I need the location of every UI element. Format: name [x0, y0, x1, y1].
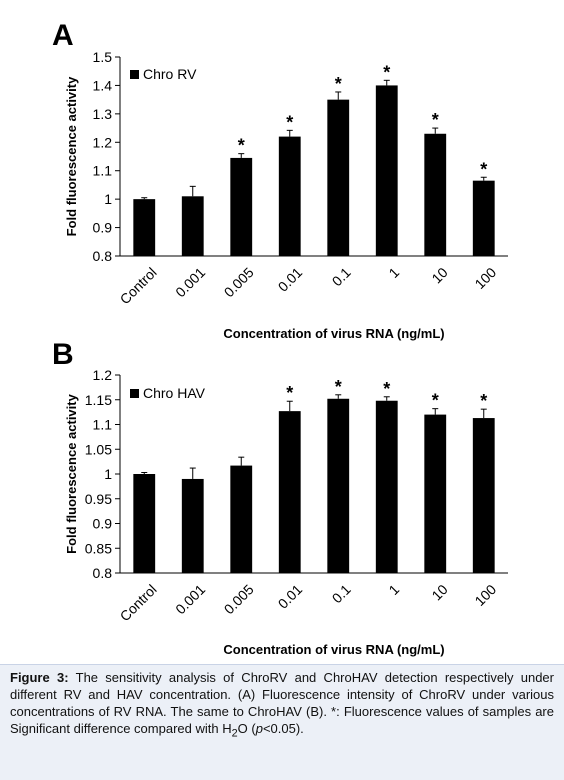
x-tick-label: 10: [428, 264, 450, 286]
x-tick-label: Control: [116, 264, 159, 307]
significance-star: *: [286, 383, 293, 403]
y-tick-label: 1.05: [85, 441, 112, 457]
y-tick-label: 1.3: [93, 106, 113, 122]
y-tick-label: 0.95: [85, 491, 112, 507]
caption-text-2: O (: [237, 721, 256, 736]
bar: [230, 465, 253, 573]
bar: [472, 418, 495, 573]
y-tick-label: 0.9: [93, 220, 113, 236]
bar: [181, 196, 204, 256]
caption-text: The sensitivity analysis of ChroRV and C…: [10, 670, 554, 736]
chart-a-svg: A 0.8 0.9 1 1.1 1.2 1.3 1.4 1.5 Fold fluorescence…: [52, 19, 508, 341]
significance-star: *: [480, 391, 487, 411]
bar: [375, 85, 398, 256]
bar: [375, 400, 398, 573]
bar: [472, 180, 495, 256]
significance-star: *: [383, 62, 390, 82]
legend-label: Chro RV: [143, 66, 197, 82]
y-tick-label: 1.4: [93, 77, 113, 93]
y-axis-label: Fold fluorescence activity: [64, 76, 79, 236]
bar: [424, 414, 447, 573]
bar: [133, 474, 156, 573]
x-tick-label: 0.005: [221, 581, 257, 617]
significance-star: *: [432, 391, 439, 411]
significance-star: *: [335, 377, 342, 397]
bar: [278, 411, 301, 573]
caption-p-symbol: p: [255, 721, 263, 736]
y-tick-label: 1.2: [93, 367, 113, 383]
x-tick-label: 100: [471, 264, 499, 292]
y-tick-label: 0.8: [93, 248, 113, 264]
x-tick-label: Control: [116, 581, 159, 624]
legend-swatch: [130, 70, 139, 79]
y-tick-label: 1: [104, 191, 112, 207]
y-tick-label: 1.1: [93, 163, 113, 179]
bar: [424, 133, 447, 256]
y-tick-label: 1: [104, 466, 112, 482]
x-tick-label: 0.001: [172, 264, 208, 300]
bar: [327, 99, 350, 257]
caption-label: Figure 3:: [10, 670, 69, 685]
y-tick-label: 0.8: [93, 565, 113, 581]
y-tick-label: 1.1: [93, 417, 113, 433]
significance-star: *: [286, 112, 293, 132]
bar: [278, 136, 301, 256]
x-tick-label: 0.01: [275, 581, 306, 612]
x-tick-label: 100: [471, 581, 499, 609]
x-tick-label: 0.1: [329, 581, 354, 606]
significance-star: *: [238, 136, 245, 156]
chart-panel-a: A 0.8 0.9 1 1.1 1.2 1.3 1.4 1.5 Fold fluorescence…: [0, 0, 564, 345]
y-axis-label: Fold fluorescence activity: [64, 393, 79, 553]
panel-label: A: [52, 19, 74, 52]
bar: [181, 478, 204, 573]
y-tick-label: 1.5: [93, 49, 113, 65]
bar: [327, 398, 350, 573]
panel-label: B: [52, 338, 74, 371]
legend-label: Chro HAV: [143, 385, 206, 401]
x-tick-label: 10: [428, 581, 450, 603]
caption-subscript: 2: [231, 727, 238, 740]
x-tick-label: 0.01: [275, 264, 306, 295]
significance-star: *: [432, 110, 439, 130]
chart-panel-b: B 0.8 0.85 0.9 0.95 1 1.05 1.1 1.15 1.2 Fold fluor…: [0, 332, 564, 662]
y-tick-label: 1.15: [85, 392, 112, 408]
x-tick-label: 0.001: [172, 581, 208, 617]
x-tick-label: 0.1: [329, 264, 354, 289]
significance-star: *: [335, 74, 342, 94]
x-tick-label: 1: [385, 581, 402, 598]
figure-caption: Figure 3: The sensitivity analysis of Ch…: [0, 664, 564, 780]
y-tick-label: 0.85: [85, 540, 112, 556]
y-tick-label: 0.9: [93, 516, 113, 532]
x-tick-label: 1: [385, 264, 402, 281]
bar: [230, 157, 253, 256]
x-axis-label: Concentration of virus RNA (ng/mL): [223, 326, 444, 341]
significance-star: *: [480, 159, 487, 179]
bar: [133, 199, 156, 256]
significance-star: *: [383, 379, 390, 399]
x-axis-label: Concentration of virus RNA (ng/mL): [223, 642, 444, 657]
x-tick-label: 0.005: [221, 264, 257, 300]
caption-text-3: <0.05).: [262, 721, 304, 736]
y-tick-label: 1.2: [93, 134, 113, 150]
legend-swatch: [130, 389, 139, 398]
chart-b-svg: B 0.8 0.85 0.9 0.95 1 1.05 1.1 1.15 1.2 Fold fluor…: [52, 338, 508, 657]
